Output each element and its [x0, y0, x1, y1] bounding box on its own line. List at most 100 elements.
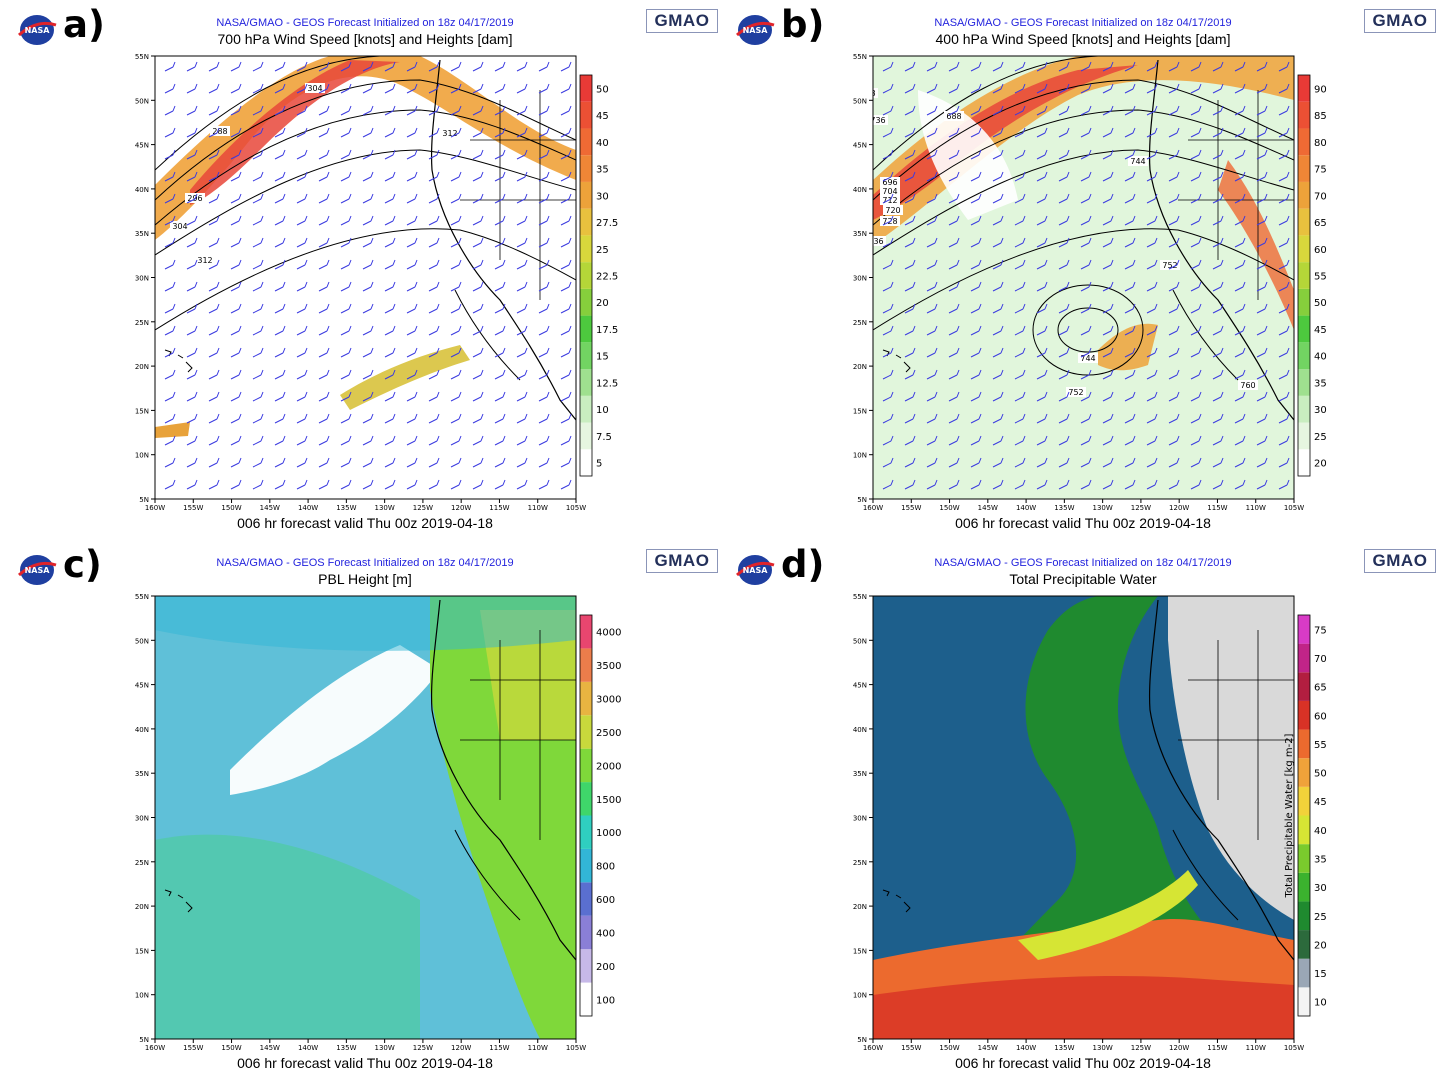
wind-barb [1212, 259, 1224, 270]
wind-barb [516, 149, 528, 160]
wind-barb [1168, 413, 1180, 424]
lon-label: 105W [566, 1044, 586, 1052]
colorbar-segment [1298, 930, 1310, 959]
colorbar-segment [580, 181, 592, 209]
wind-barb [538, 259, 550, 270]
wind-barb [208, 237, 220, 248]
wind-barb [186, 215, 198, 226]
wind-barb [970, 325, 982, 336]
wind-barb [1124, 83, 1136, 94]
lon-label: 160W [863, 1044, 883, 1052]
wind-barb [1168, 193, 1180, 204]
wind-barb [1278, 259, 1290, 270]
lon-label: 115W [1207, 1044, 1227, 1052]
wind-barb [904, 127, 916, 138]
wind-barb [274, 127, 286, 138]
wind-barb [516, 479, 528, 490]
wind-barb [882, 61, 894, 72]
colorbar-label: 800 [596, 862, 615, 873]
wind-barb [318, 237, 330, 248]
wind-barb [926, 237, 938, 248]
wind-barb [1278, 435, 1290, 446]
wind-barb [472, 83, 484, 94]
state-boundaries [1178, 90, 1294, 300]
wind-barb [318, 171, 330, 182]
wind-barb [450, 457, 462, 468]
wind-barb [992, 281, 1004, 292]
wind-barb [992, 127, 1004, 138]
wind-barb [340, 259, 352, 270]
wind-barb [560, 281, 572, 292]
wind-barb [230, 325, 242, 336]
contour-label-bg [305, 83, 325, 93]
lon-label: 155W [183, 504, 203, 512]
wind-barb [1036, 435, 1048, 446]
wind-barb [186, 479, 198, 490]
wind-barb [1190, 457, 1202, 468]
colorbar-segment [580, 449, 592, 476]
wind-barb [406, 281, 418, 292]
wind-barb [1256, 369, 1268, 380]
wind-barb [948, 457, 960, 468]
wind-barb [1102, 127, 1114, 138]
wind-barb [384, 435, 396, 446]
wind-barb [230, 215, 242, 226]
wind-barb [560, 303, 572, 314]
colorbar-label: 12.5 [596, 378, 618, 389]
wind-barb [1234, 149, 1246, 160]
ocean-fill [155, 834, 420, 1039]
wind-barb [538, 479, 550, 490]
wind-barb [1168, 215, 1180, 226]
wind-barb [318, 347, 330, 358]
wind-barb [362, 457, 374, 468]
wind-barb [252, 83, 264, 94]
wind-barb [1212, 325, 1224, 336]
colorbar-label: 40 [1314, 826, 1327, 837]
wind-barb [406, 303, 418, 314]
wind-barb [538, 215, 550, 226]
wind-barb [538, 413, 550, 424]
wind-barb [1168, 171, 1180, 182]
colorbar-label: 40 [1314, 352, 1327, 363]
wind-barb [230, 303, 242, 314]
lon-label: 120W [451, 504, 471, 512]
wind-barb [1124, 171, 1136, 182]
wind-barb [1080, 347, 1092, 358]
wind-barb [1212, 127, 1224, 138]
wind-barb [208, 259, 220, 270]
colorbar-segment [580, 369, 592, 396]
contour-label: 720 [885, 206, 900, 215]
contour-label: 712 [882, 196, 897, 205]
contour-label: 288 [212, 127, 227, 136]
wind-barb [904, 479, 916, 490]
wind-barb [252, 61, 264, 72]
colorbar-label: 4000 [596, 628, 621, 639]
wind-barb [428, 369, 440, 380]
wind-barb [186, 413, 198, 424]
wind-barb [494, 149, 506, 160]
wind-barb [186, 391, 198, 402]
wind-barb [1102, 347, 1114, 358]
lon-label: 140W [1016, 1044, 1036, 1052]
lon-label: 105W [1284, 1044, 1304, 1052]
contour-label: 752 [1162, 261, 1177, 270]
wind-barb [1256, 391, 1268, 402]
wind-barb [1058, 61, 1070, 72]
colorbar-label: 30 [1314, 405, 1327, 416]
wind-barb [208, 391, 220, 402]
wind-barb [1124, 105, 1136, 116]
wind-barb [340, 61, 352, 72]
wind-barb [340, 237, 352, 248]
wind-barb [560, 149, 572, 160]
wind-barb [494, 259, 506, 270]
lat-label: 25N [853, 859, 867, 867]
wind-barb [1036, 171, 1048, 182]
wind-barb [1058, 457, 1070, 468]
wind-barb [1256, 83, 1268, 94]
wind-barb [970, 193, 982, 204]
lat-label: 5N [139, 1036, 149, 1044]
wind-barb [1102, 413, 1114, 424]
wind-barb [340, 391, 352, 402]
colorbar-segment [1298, 987, 1310, 1016]
wind-barb [164, 215, 176, 226]
